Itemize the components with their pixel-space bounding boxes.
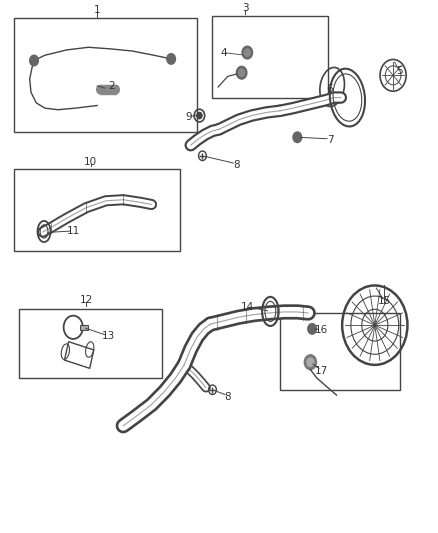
Circle shape [197,112,202,119]
Text: 10: 10 [84,157,97,167]
Bar [64,342,94,368]
Text: 17: 17 [314,366,328,376]
Circle shape [304,355,317,370]
Circle shape [97,85,104,94]
Text: 8: 8 [233,160,240,170]
Text: 11: 11 [67,226,80,236]
Circle shape [167,54,176,64]
FancyBboxPatch shape [212,15,328,98]
Text: 14: 14 [240,302,254,312]
Text: 7: 7 [327,135,333,145]
Circle shape [113,85,119,94]
Circle shape [244,49,251,56]
Circle shape [242,46,253,59]
Circle shape [308,324,317,334]
Circle shape [293,132,302,142]
Text: 8: 8 [224,392,231,402]
FancyBboxPatch shape [14,18,197,132]
Text: 9: 9 [185,111,192,122]
Text: 2: 2 [108,81,114,91]
Circle shape [30,55,39,66]
FancyBboxPatch shape [14,169,180,251]
Text: 4: 4 [220,47,226,58]
Text: 3: 3 [242,3,248,13]
Circle shape [307,358,314,367]
Text: 13: 13 [101,331,115,341]
FancyBboxPatch shape [19,309,162,378]
Text: 16: 16 [314,326,328,335]
Circle shape [239,69,245,76]
Text: 15: 15 [378,296,391,306]
Bar [80,325,88,330]
Bar [100,85,116,94]
Circle shape [237,66,247,79]
Text: 5: 5 [396,66,403,76]
Text: 1: 1 [94,5,100,15]
Text: 6: 6 [327,84,333,94]
Text: 12: 12 [80,295,93,305]
FancyBboxPatch shape [280,313,399,390]
